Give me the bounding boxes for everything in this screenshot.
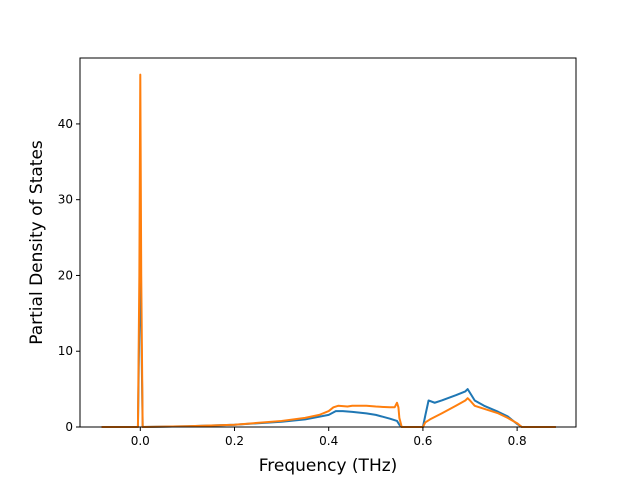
x-tick-label: 0.0 — [131, 434, 150, 448]
plot-area — [80, 58, 576, 427]
x-axis-label: Frequency (THz) — [259, 456, 398, 476]
y-axis-ticks: 0 10 20 30 40 — [58, 117, 80, 434]
x-tick-label: 0.6 — [413, 434, 432, 448]
y-tick-label: 0 — [65, 420, 73, 434]
y-axis-label: Partial Density of States — [27, 140, 47, 345]
plot-frame — [79, 57, 577, 428]
y-tick-label: 10 — [58, 344, 73, 358]
y-tick-label: 30 — [58, 193, 73, 207]
y-tick-label: 40 — [58, 117, 73, 131]
x-tick-label: 0.2 — [225, 434, 244, 448]
series-layer — [101, 73, 556, 428]
series-line-2 — [101, 73, 556, 428]
x-axis-ticks: 0.0 0.2 0.4 0.6 0.8 — [131, 427, 527, 448]
y-tick-label: 20 — [58, 268, 73, 282]
x-tick-label: 0.4 — [319, 434, 338, 448]
x-tick-label: 0.8 — [508, 434, 527, 448]
